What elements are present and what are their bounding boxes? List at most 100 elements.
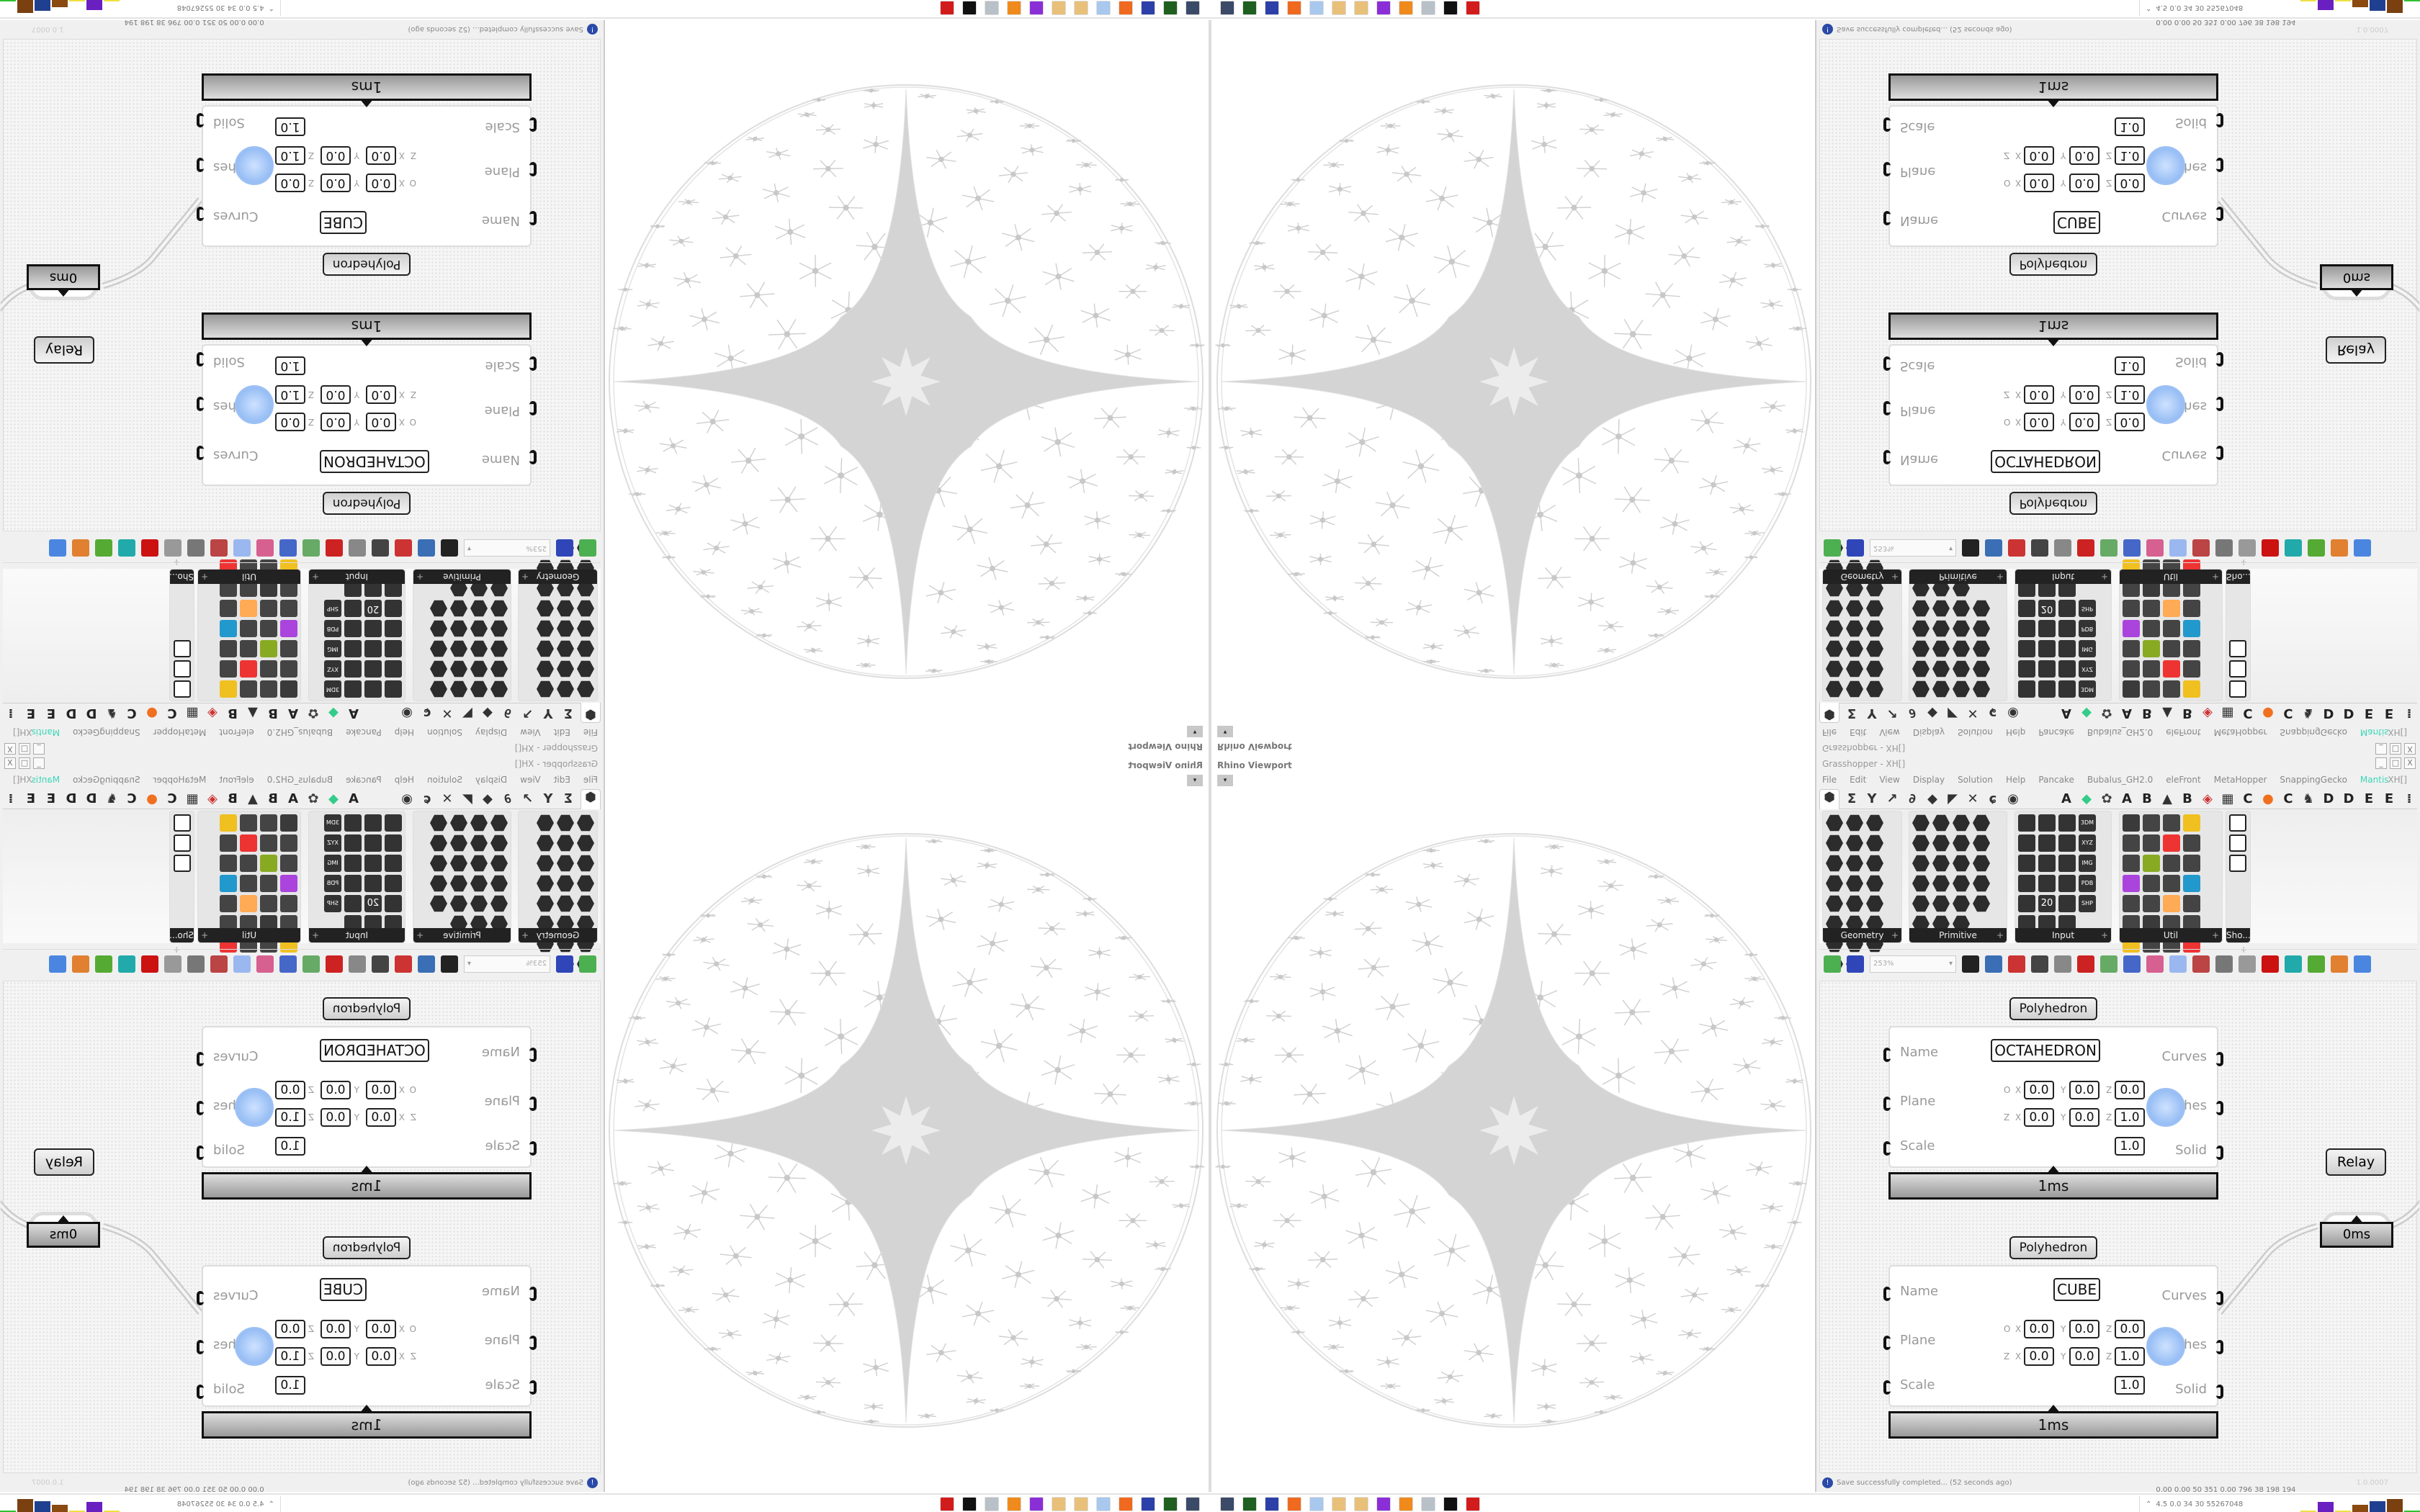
viewport-menu-dropdown[interactable]: ▾ [1217, 775, 1233, 786]
plane-origin-zz-value[interactable]: 0.0 [2115, 413, 2145, 431]
tab-c-icon[interactable]: C [2243, 791, 2253, 806]
menu-bubalus-gh2-0[interactable]: Bubalus_GH2.0 [2087, 727, 2154, 737]
component-icon[interactable] [2229, 660, 2246, 678]
component-icon[interactable] [220, 875, 237, 892]
component-chip-label[interactable]: 3DM [2079, 814, 2096, 832]
output-port-meshes[interactable] [2216, 1101, 2223, 1115]
preview-eye-icon[interactable] [418, 955, 435, 973]
input-port-scale[interactable] [1883, 1380, 1891, 1395]
component-icon[interactable] [2183, 620, 2200, 637]
polyhedron-label[interactable]: Polyhedron [2009, 997, 2097, 1020]
tab-e-icon[interactable]: E [2364, 791, 2374, 806]
tab-c-icon[interactable]: C [167, 706, 177, 721]
gha-icon[interactable] [2077, 539, 2094, 557]
scale-value[interactable]: 1.0 [275, 1137, 305, 1156]
tab-b-icon[interactable]: B [2142, 791, 2152, 806]
component-icon[interactable] [344, 600, 362, 617]
polyhedron-label[interactable]: Polyhedron [323, 253, 411, 276]
component-icon[interactable] [174, 660, 191, 678]
tab-b-icon[interactable]: B [268, 791, 278, 806]
gh-canvas[interactable]: PolyhedronNamePlaneScaleCurvesMeshesSoli… [1, 981, 601, 1473]
minimize-button[interactable]: _ [33, 743, 45, 755]
wire-icon[interactable] [164, 539, 182, 557]
component-icon[interactable] [470, 814, 488, 832]
plane-zaxis-x-value[interactable]: 0.0 [2024, 385, 2054, 404]
blender-icon[interactable] [1007, 1, 1021, 15]
menu-pancake[interactable]: Pancake [346, 775, 382, 785]
polyhedron-component[interactable]: NamePlaneScaleCurvesMeshesSolidCUBEOX0.0… [1883, 1265, 2223, 1407]
scale-value[interactable]: 1.0 [275, 117, 305, 136]
component-icon[interactable] [2018, 620, 2035, 637]
output-port-solid[interactable] [2216, 1385, 2223, 1399]
menu-help[interactable]: Help [394, 775, 415, 785]
plane-zaxis-x-value[interactable]: 0.0 [366, 1108, 396, 1127]
picture-icon[interactable] [2100, 539, 2118, 557]
plane-origin-zz-value[interactable]: 0.0 [2115, 174, 2145, 192]
plane-zaxis-y-value[interactable]: 0.0 [321, 385, 351, 404]
component-chip-label[interactable]: 20 [364, 895, 382, 912]
component-icon[interactable] [385, 620, 402, 637]
component-icon[interactable] [1953, 875, 1970, 892]
notepad-icon[interactable] [1421, 1497, 1435, 1511]
component-icon[interactable] [2143, 640, 2160, 657]
component-icon[interactable] [2123, 640, 2140, 657]
tab-grid-icon[interactable]: ▦ [2221, 791, 2234, 806]
input-port-name[interactable] [1883, 211, 1891, 225]
component-icon[interactable] [430, 620, 447, 637]
tab-a2-icon[interactable]: A [2122, 791, 2132, 806]
tab-c2-icon[interactable]: C [2283, 706, 2293, 721]
component-icon[interactable] [1846, 814, 1863, 832]
minimize-button[interactable]: _ [2375, 743, 2387, 755]
component-icon[interactable] [1912, 855, 1930, 872]
gh-canvas[interactable]: PolyhedronNamePlaneScaleCurvesMeshesSoli… [1, 39, 601, 531]
component-icon[interactable] [260, 814, 277, 832]
menu-file[interactable]: File [1822, 775, 1837, 785]
menu-view[interactable]: View [1879, 727, 1900, 737]
component-icon[interactable] [2229, 855, 2246, 872]
close-button[interactable]: X [2404, 757, 2416, 769]
component-icon[interactable] [1826, 855, 1843, 872]
menu-pancake[interactable]: Pancake [346, 727, 382, 737]
component-icon[interactable] [344, 834, 362, 852]
inkscape-icon[interactable] [1443, 1, 1458, 15]
tab-orange-icon[interactable]: ● [146, 706, 158, 721]
component-icon[interactable] [490, 875, 508, 892]
wire-icon[interactable] [2238, 539, 2256, 557]
output-port-solid[interactable] [197, 352, 204, 366]
menu-help[interactable]: Help [394, 727, 415, 737]
tab-flower-icon[interactable]: ✿ [2101, 706, 2112, 721]
component-icon[interactable] [537, 680, 554, 698]
component-icon[interactable] [1932, 814, 1950, 832]
component-icon[interactable] [490, 640, 508, 657]
component-icon[interactable] [2058, 895, 2076, 912]
document-name[interactable]: XH[] [2388, 775, 2407, 785]
inkscape-icon[interactable] [962, 1, 977, 15]
menu-mantis[interactable]: Mantis [31, 775, 60, 785]
plane-origin-x-value[interactable]: 0.0 [2024, 413, 2054, 431]
tab-hills-icon[interactable]: ▲ [2162, 706, 2172, 721]
preview-eye-icon[interactable] [1985, 955, 2002, 973]
sets-tab-icon[interactable]: Y [543, 706, 553, 721]
input-port-name[interactable] [529, 211, 537, 225]
scale-value[interactable]: 1.0 [2115, 117, 2145, 136]
polyhedron-label[interactable]: Polyhedron [2009, 253, 2097, 276]
plane-zaxis-x-value[interactable]: 0.0 [2024, 1108, 2054, 1127]
plane-zaxis-y-value[interactable]: 0.0 [2069, 385, 2099, 404]
component-icon[interactable] [260, 895, 277, 912]
component-icon[interactable] [344, 855, 362, 872]
minimize-button[interactable]: _ [2375, 757, 2387, 769]
transform-tab-icon[interactable]: ɕ [1989, 706, 1997, 721]
output-port-solid[interactable] [2216, 113, 2223, 127]
component-icon[interactable] [537, 875, 554, 892]
component-icon[interactable] [2038, 834, 2056, 852]
plane-origin-x-value[interactable]: 0.0 [2024, 1081, 2054, 1099]
purple-app-icon[interactable] [1376, 1, 1391, 15]
output-port-solid[interactable] [2216, 1146, 2223, 1160]
menu-view[interactable]: View [520, 775, 541, 785]
component-icon[interactable] [1826, 660, 1843, 678]
component-icon[interactable] [1973, 640, 1990, 657]
tab-more-icon[interactable]: ⁞ [8, 706, 14, 721]
search-icon[interactable] [279, 539, 297, 557]
component-icon[interactable] [240, 875, 257, 892]
component-icon[interactable] [1973, 875, 1990, 892]
